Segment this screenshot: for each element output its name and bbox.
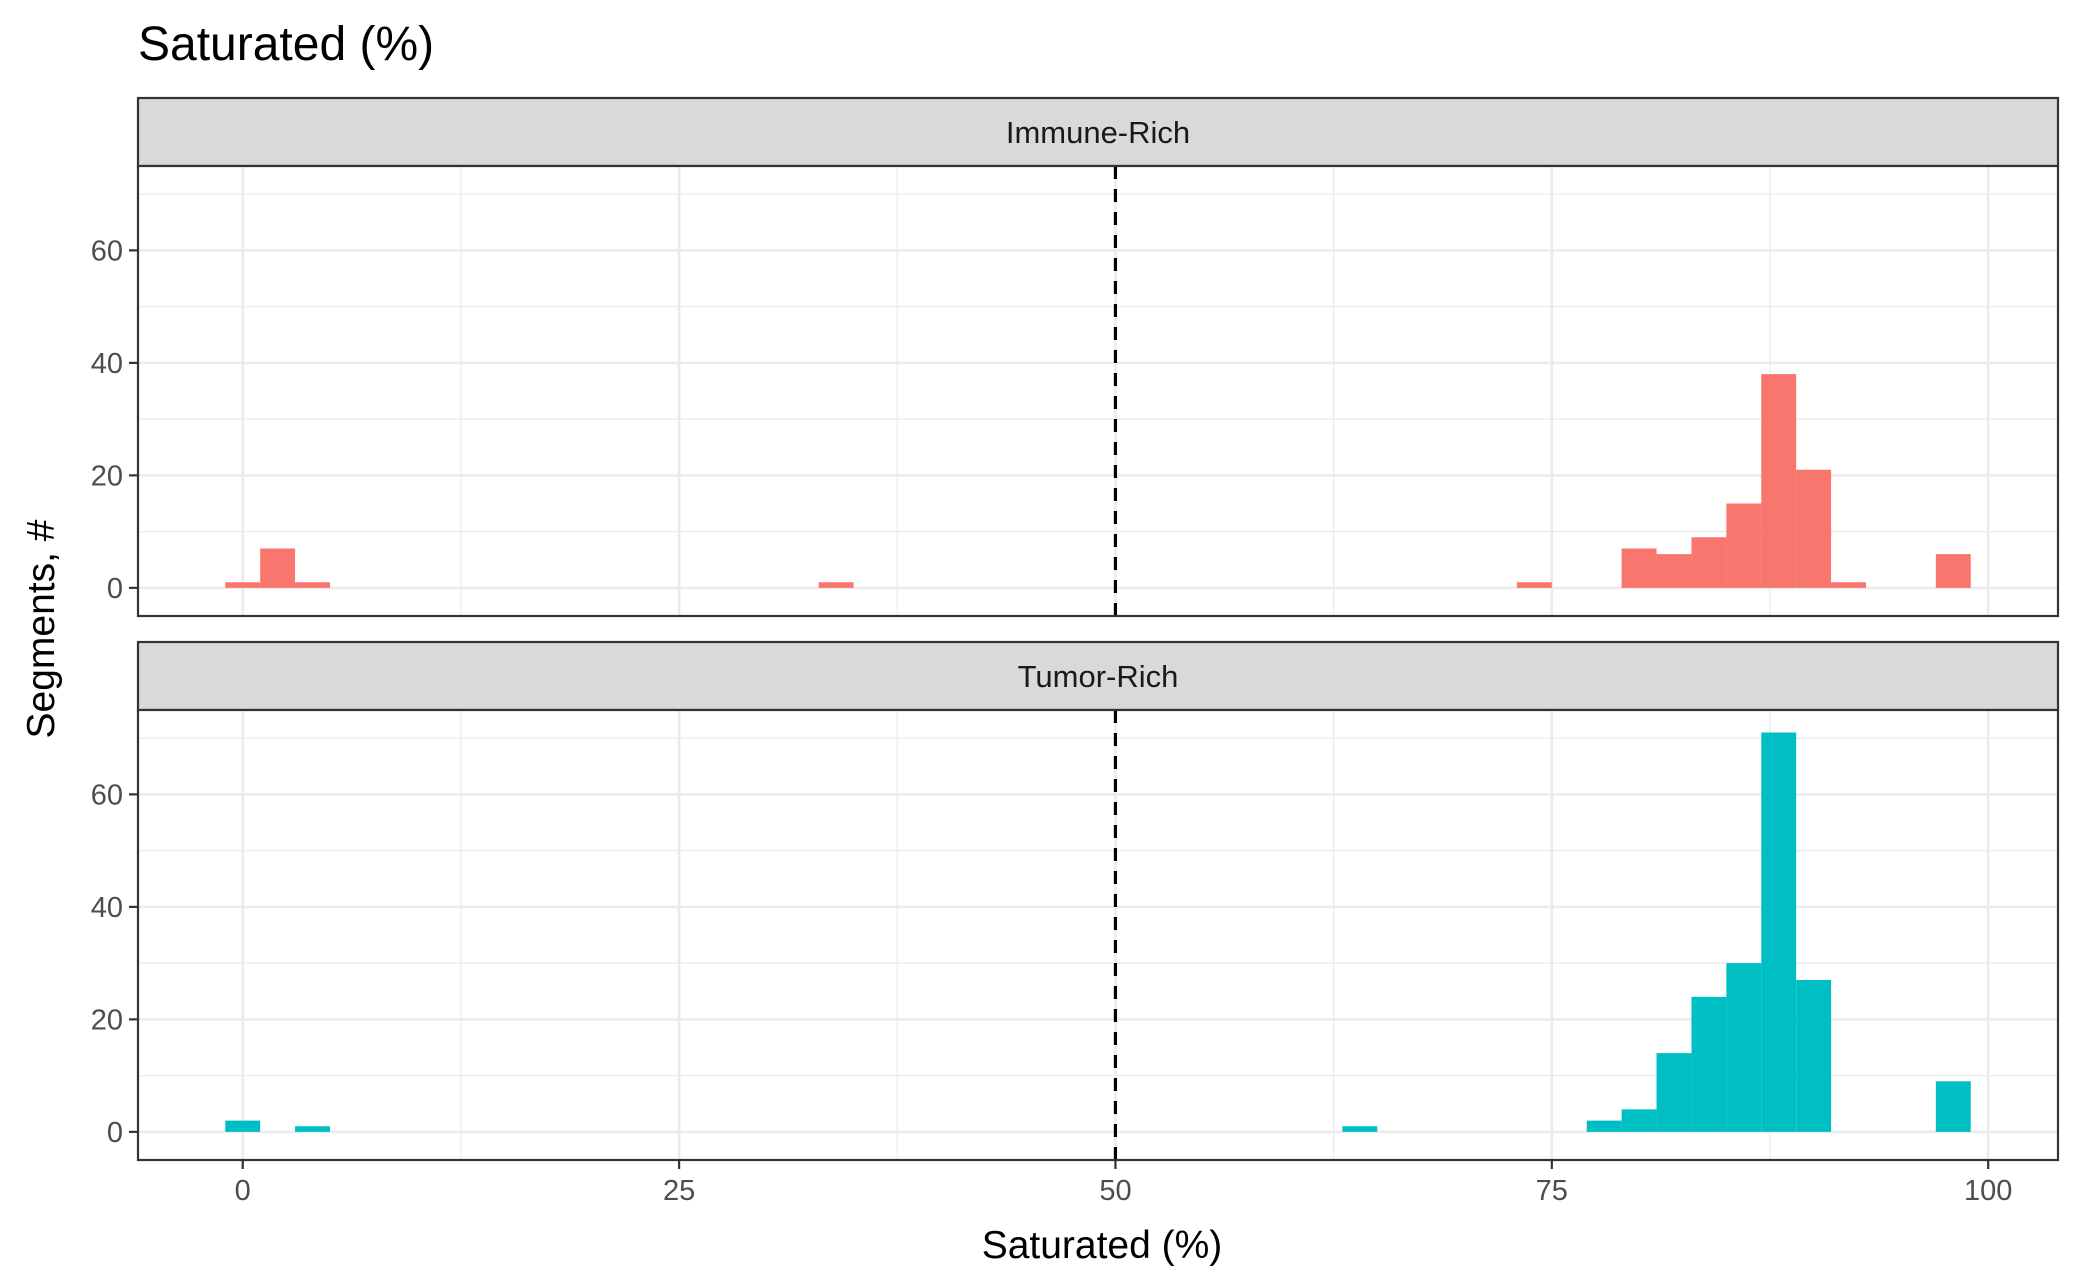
histogram-bar bbox=[1342, 1126, 1378, 1132]
x-axis: 0 25 50 75 100 bbox=[235, 1160, 2012, 1207]
histogram-bar bbox=[1656, 554, 1692, 588]
histogram-bar bbox=[1726, 503, 1762, 588]
y-tick-label: 0 bbox=[107, 1117, 123, 1149]
y-tick-label: 40 bbox=[91, 892, 123, 924]
y-tick-label: 20 bbox=[91, 1004, 123, 1036]
histogram-bar bbox=[225, 1120, 261, 1132]
x-tick-label: 75 bbox=[1536, 1175, 1568, 1207]
chart-title: Saturated (%) bbox=[138, 18, 434, 71]
histogram-bar bbox=[260, 548, 296, 588]
y-tick-label: 0 bbox=[107, 573, 123, 605]
facet-panels: Immune-Rich 0 20 40 60 Tumor-Rich 0 20 40 60 bbox=[91, 96, 2060, 1162]
x-tick-label: 0 bbox=[235, 1175, 251, 1207]
histogram-bar bbox=[1726, 963, 1762, 1132]
y-tick-label: 60 bbox=[91, 235, 123, 267]
histogram-bar bbox=[1761, 732, 1797, 1132]
histogram-bar bbox=[818, 582, 854, 588]
facet-strip bbox=[136, 96, 2060, 168]
y-tick-label: 20 bbox=[91, 460, 123, 492]
histogram-bar bbox=[1621, 1109, 1657, 1132]
facet-label: Immune-Rich bbox=[1006, 115, 1190, 150]
y-axis-title: Segments, # bbox=[20, 519, 63, 738]
y-tick-label: 40 bbox=[91, 348, 123, 380]
histogram-bar bbox=[1796, 469, 1832, 588]
histogram-bar bbox=[1691, 996, 1727, 1132]
histogram-bar bbox=[1761, 374, 1797, 588]
histogram-bar bbox=[295, 582, 330, 588]
x-tick-label: 50 bbox=[1099, 1175, 1131, 1207]
histogram-bar bbox=[295, 1126, 330, 1132]
x-axis-title: Saturated (%) bbox=[982, 1224, 1223, 1267]
facet-panel-1: Tumor-Rich 0 20 40 60 bbox=[91, 640, 2060, 1162]
histogram-bar bbox=[225, 582, 261, 588]
facet-strip bbox=[136, 640, 2060, 712]
panel-border bbox=[136, 164, 2060, 618]
histogram-bar bbox=[1586, 1120, 1622, 1132]
histogram-bar bbox=[1935, 554, 1971, 588]
histogram-bar bbox=[1935, 1081, 1971, 1132]
histogram-bar bbox=[1656, 1053, 1692, 1132]
facet-label: Tumor-Rich bbox=[1018, 659, 1179, 694]
histogram-bar bbox=[1516, 582, 1552, 588]
histogram-bar bbox=[1621, 548, 1657, 588]
histogram-bar bbox=[1691, 537, 1727, 588]
facet-panel-0: Immune-Rich 0 20 40 60 bbox=[91, 96, 2060, 618]
panel-border bbox=[136, 708, 2060, 1162]
histogram-bar bbox=[1831, 582, 1866, 588]
x-tick-label: 100 bbox=[1964, 1175, 2012, 1207]
y-tick-label: 60 bbox=[91, 779, 123, 811]
histogram-bar bbox=[1796, 980, 1832, 1132]
x-tick-label: 25 bbox=[663, 1175, 695, 1207]
